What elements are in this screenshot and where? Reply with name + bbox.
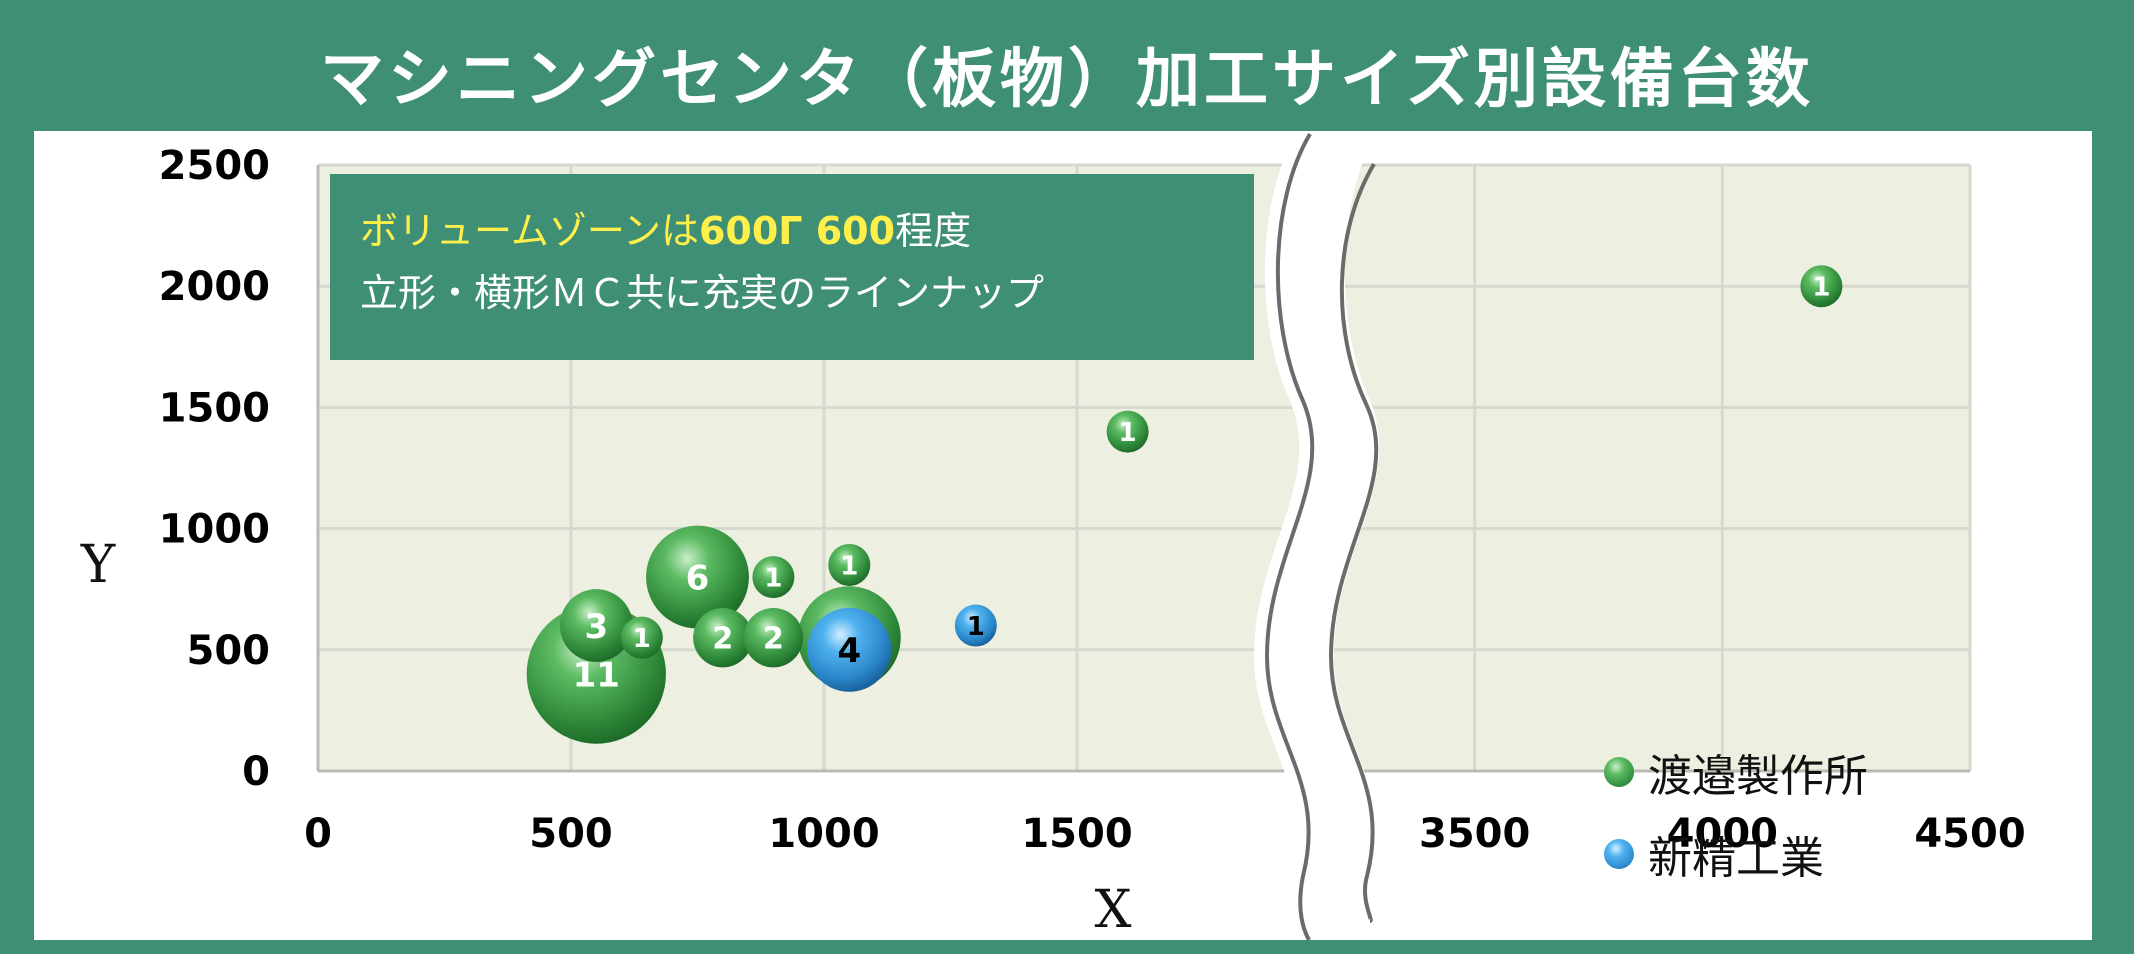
annotation-box: ボリュームゾーンは600Г 600程度 立形・横形ＭＣ共に充実のラインナップ [330,174,1254,360]
x-tick-label: 4500 [1914,811,2025,857]
x-tick-label: 1500 [1021,811,1132,857]
y-tick-label: 2500 [159,143,270,189]
data-points: 11663221111141 [526,265,1843,744]
tick-labels: 0 500 1000 1500 3500 4000 4500 0 500 1000 1500 2000… [159,143,2026,857]
x-tick-label: 0 [304,811,332,857]
bubble-data-label: 6 [686,558,710,598]
bubble-point [620,616,663,659]
bubble-data-label: 4 [837,631,861,671]
y-tick-label: 1500 [159,385,270,431]
legend-item-series-1: 渡邉製作所 [1604,731,1868,813]
bubble-data-label: 1 [967,612,985,642]
bubble-point [752,556,795,599]
y-tick-label: 0 [242,749,270,795]
bubble-data-label: 1 [840,551,858,581]
legend-label: 新精工業 [1648,833,1824,884]
bubble-point [1106,410,1149,453]
bubble-data-label: 1 [764,563,782,593]
bubble-data-label: 3 [584,607,608,647]
bubble-point [828,543,871,586]
bubble-point [559,589,633,662]
bubble-data-label: 11 [573,655,620,695]
chart-title: マシニングセンタ（板物）加工サイズ別設備台数 [319,43,1815,117]
axis-break [1254,131,1380,940]
legend-marker-green [1604,757,1634,787]
axis-break-line [1328,162,1379,923]
x-axis-label: X [1094,880,1131,940]
legend: 渡邉製作所 新精工業 [1604,731,1868,895]
annotation-size: 600Г 600 [698,209,896,253]
legend-label: 渡邉製作所 [1648,751,1868,802]
bubble-point [743,607,804,668]
y-tick-label: 2000 [159,264,270,310]
annotation-text: ボリュームゾーンは [360,209,699,253]
bubble-point [1800,265,1843,308]
bubble-data-label: 1 [1119,418,1137,448]
annotation-line-2: 立形・横形ＭＣ共に充実のラインナップ [360,271,1045,315]
bubble-point [954,604,997,647]
bubble-data-label: 1 [633,624,651,654]
annotation-text: 程度 [895,209,972,253]
legend-marker-blue [1604,839,1634,869]
x-tick-label: 1000 [768,811,879,857]
x-tick-label: 4000 [1667,811,1778,857]
annotation-line-1: ボリュームゾーンは600Г 600程度 [360,200,1224,262]
bubble-point [646,525,749,629]
y-tick-label: 500 [187,628,271,674]
x-tick-label: 3500 [1419,811,1530,857]
y-tick-label: 1000 [159,507,270,553]
bubble-point [807,607,892,692]
axis-break-line [1264,132,1315,940]
x-tick-label: 500 [529,811,613,857]
legend-item-series-2: 新精工業 [1604,813,1868,895]
axes [316,165,1970,773]
bubble-data-label: 2 [712,622,733,657]
y-axis-label: Y [80,535,116,595]
bubble-point [693,607,753,668]
bubble-data-label: 1 [1812,273,1830,303]
bubble-data-label: 2 [763,622,784,657]
